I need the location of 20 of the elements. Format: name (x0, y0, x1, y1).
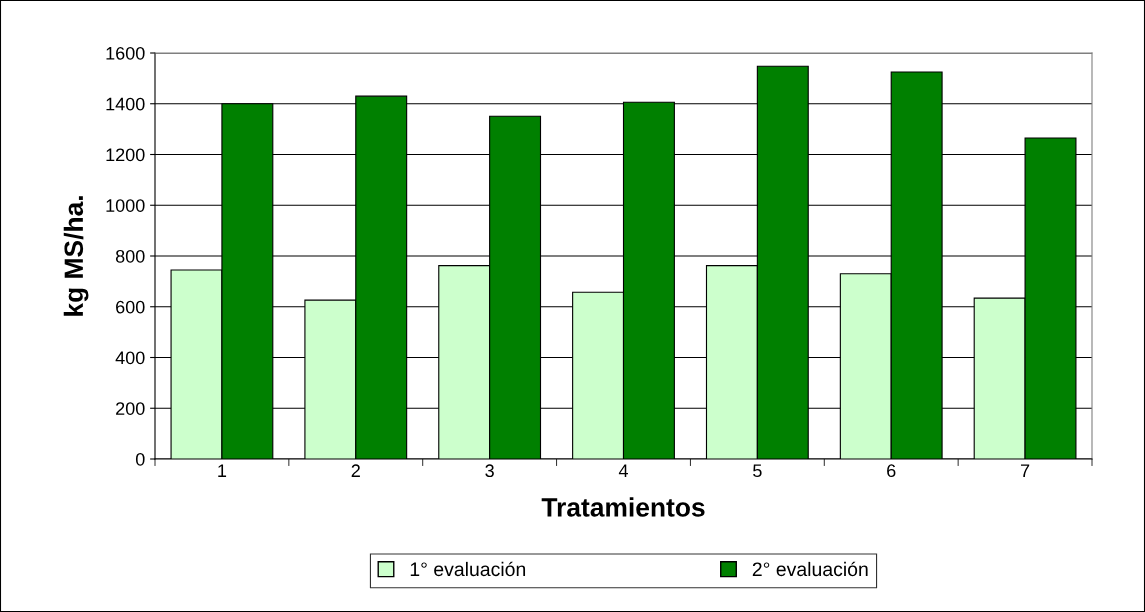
x-tick-label: 4 (618, 464, 628, 477)
x-tick-label: 6 (887, 464, 896, 478)
y-tick-label: 0 (135, 452, 145, 466)
y-tick-label: 800 (115, 249, 145, 263)
y-tick-label: 200 (116, 402, 145, 415)
x-tick-label: 1 (218, 464, 227, 477)
x-tick-label: 5 (753, 464, 762, 478)
legend-label: 1° evaluación (410, 561, 526, 577)
x-axis-title: Tratamientos (541, 497, 705, 517)
y-tick-label: 1200 (106, 148, 145, 162)
y-tick-label: 1600 (106, 46, 145, 60)
x-tick-label: 7 (1020, 464, 1030, 477)
y-tick-label: 1000 (106, 199, 145, 212)
y-tick-label: 400 (115, 351, 145, 365)
y-axis-title: kg MS/ha. (63, 196, 89, 316)
y-tick-label: 1400 (106, 97, 145, 111)
x-tick-label: 3 (485, 464, 494, 478)
legend-label: 2° evaluación (752, 561, 868, 577)
y-tick-label: 600 (116, 300, 145, 314)
x-tick-label: 2 (351, 464, 360, 477)
